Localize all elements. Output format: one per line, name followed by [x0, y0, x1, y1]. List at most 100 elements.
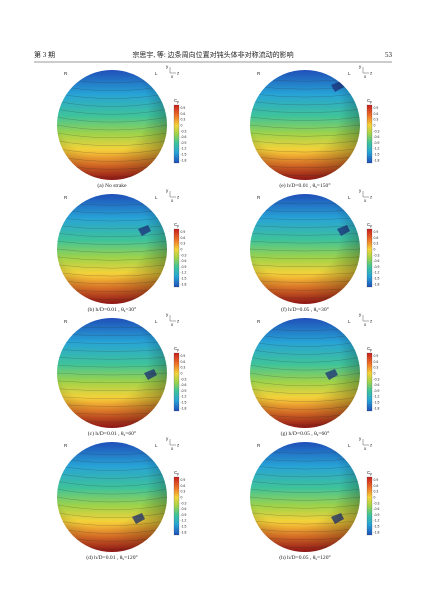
caption-text: (g) h/D=0.05 , θ [281, 430, 317, 437]
colorbar-tick: -0.6 [181, 507, 187, 511]
axis-label: y [166, 312, 169, 317]
caption-subscript: s [315, 184, 317, 189]
colorbar-tick: -1.2 [181, 271, 187, 275]
side-label-left: L [155, 71, 158, 76]
axis-label: z [370, 71, 373, 76]
colorbar [366, 352, 373, 412]
colorbar-tick: -0.3 [374, 377, 380, 381]
caption-text: (e) h/D=0.01 , θ [279, 182, 315, 189]
colorbar-tick: -1.5 [181, 153, 187, 157]
colorbar-tick: -0.3 [181, 501, 187, 505]
caption-subscript: s [122, 556, 124, 561]
colorbar-tick: 0 [181, 372, 183, 376]
colorbar-label: C [174, 346, 178, 351]
caption: (d) h/D=0.01 , θs=120° [86, 554, 138, 561]
colorbar-tick: 0 [374, 372, 376, 376]
colorbar-label-sub: p [177, 472, 179, 476]
colorbar-tick: -1.5 [374, 401, 380, 405]
colorbar-tick: -1.2 [181, 147, 187, 151]
colorbar-tick: 0.6 [181, 360, 186, 364]
caption: (h) h/D=0.05 , θs=120° [279, 554, 331, 561]
colorbar-tick: -1.2 [374, 395, 380, 399]
colorbar-tick: -0.3 [181, 129, 187, 133]
colorbar-tick: -0.9 [181, 513, 187, 517]
axis-label: x [171, 322, 174, 327]
colorbar-tick: -0.3 [374, 253, 380, 257]
colorbar-tick: -1.2 [374, 271, 380, 275]
sphere-shade [57, 442, 167, 552]
colorbar-tick: -0.3 [374, 129, 380, 133]
colorbar-tick: -0.6 [374, 507, 380, 511]
side-label-left: L [348, 443, 351, 448]
colorbar-tick: 0 [374, 496, 376, 500]
colorbar-tick: -1.8 [181, 530, 187, 534]
colorbar-tick: -1.5 [374, 153, 380, 157]
colorbar-tick: 0.9 [181, 230, 186, 234]
side-label-right: R [257, 195, 261, 200]
colorbar-tick: 0 [374, 248, 376, 252]
axis-label: y [359, 64, 362, 69]
axis-label: x [364, 74, 367, 79]
colorbar [173, 352, 180, 412]
axis-label: x [364, 322, 367, 327]
colorbar-tick: -1.5 [374, 277, 380, 281]
figure: R Ly zx C p0.9 0.6 0.3 0-0.3 -0.6 -0.9 -1.2 -1.5-1.… [250, 436, 379, 561]
sphere-shade [57, 70, 167, 180]
caption: (c) h/D=0.01 , θs=60° [88, 430, 136, 437]
axis-label: z [370, 195, 373, 200]
colorbar-tick: 0.9 [374, 478, 379, 482]
colorbar-label-sub: p [177, 224, 179, 228]
colorbar-tick: -0.9 [374, 389, 380, 393]
axis-label: y [166, 188, 169, 193]
colorbar-tick: -1.8 [181, 158, 187, 162]
caption-tail: =30° [125, 306, 136, 313]
axis-label: y [166, 436, 169, 441]
colorbar-tick: -0.6 [374, 383, 380, 387]
axis-label: z [177, 195, 180, 200]
colorbar-label: C [367, 470, 371, 475]
colorbar-tick: 0 [181, 496, 183, 500]
sphere-shade [57, 194, 167, 304]
colorbar-tick: -1.2 [181, 519, 187, 523]
colorbar-label-sub: p [370, 348, 372, 352]
side-label-left: L [155, 319, 158, 324]
caption-tail: =30° [318, 306, 329, 313]
colorbar-tick: -1.5 [181, 525, 187, 529]
colorbar-tick: 0 [181, 124, 183, 128]
colorbar-tick: -0.6 [374, 259, 380, 263]
colorbar-tick: 0.3 [374, 242, 379, 246]
colorbar-tick: -0.9 [181, 389, 187, 393]
colorbar-tick: 0.6 [181, 236, 186, 240]
colorbar-tick: 0.6 [374, 360, 379, 364]
running-title: 宗思宇, 等: 边条周向位置对钝头体非对称流动的影响 [132, 50, 293, 59]
colorbar-tick: 0.3 [374, 490, 379, 494]
colorbar-tick: 0.3 [181, 490, 186, 494]
axis-label: x [364, 198, 367, 203]
colorbar-tick: -0.6 [181, 135, 187, 139]
caption: (a) No strake [97, 182, 127, 189]
colorbar-tick: -1.2 [181, 395, 187, 399]
figure: R Ly zx C p0.9 0.6 0.3 0-0.3 -0.6 -0.9 -1.2 -1.5-1.… [250, 312, 379, 437]
caption-text: (b) h/D=0.01 , θ [88, 306, 124, 313]
colorbar-tick: 0 [374, 124, 376, 128]
side-label-left: L [348, 195, 351, 200]
colorbar-tick: -0.9 [181, 265, 187, 269]
caption: (g) h/D=0.05 , θs=60° [281, 430, 330, 437]
caption-text: (a) No strake [97, 182, 127, 189]
colorbar-tick: 0 [181, 248, 183, 252]
colorbar-tick: 0.6 [374, 112, 379, 116]
figure: R Ly zx C p0.9 0.6 0.3 0-0.3 -0.6 -0.9 -1.2 -1.5-1.… [57, 436, 186, 561]
side-label-left: L [155, 195, 158, 200]
colorbar-tick: 0.9 [181, 354, 186, 358]
axis-label: y [359, 436, 362, 441]
axis-label: x [171, 446, 174, 451]
colorbar-tick: -0.9 [181, 141, 187, 145]
colorbar-tick: -1.5 [181, 401, 187, 405]
colorbar-label: C [174, 98, 178, 103]
axis-label: x [171, 74, 174, 79]
figure: R Ly zx C p0.9 0.6 0.3 0-0.3 -0.6 -0.9 -1.2 -1.5-1.… [250, 188, 379, 313]
axis-label: y [166, 64, 169, 69]
axis-label: x [171, 198, 174, 203]
caption-tail: =120° [124, 554, 138, 561]
